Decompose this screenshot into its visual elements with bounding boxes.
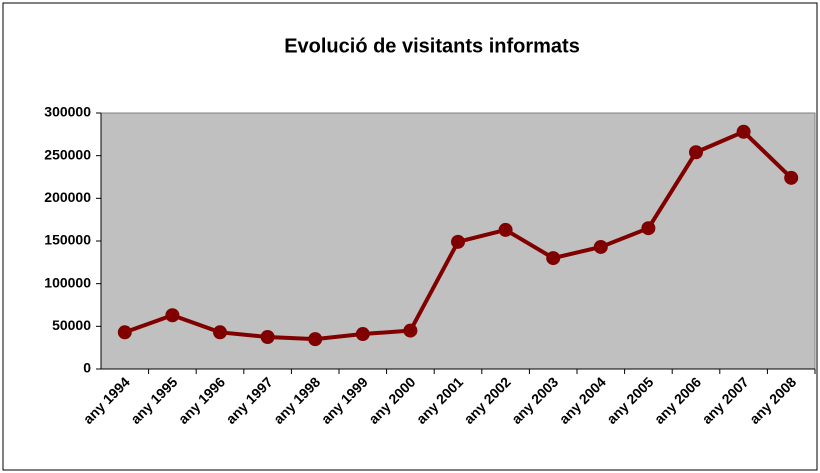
marker <box>736 124 751 139</box>
chart-title: Evolució de visitants informats <box>284 35 580 57</box>
y-tick-label: 0 <box>83 360 91 376</box>
y-tick-label: 300000 <box>44 104 91 120</box>
marker <box>260 330 275 344</box>
marker <box>689 145 703 160</box>
marker <box>498 222 513 237</box>
marker <box>593 239 608 254</box>
marker <box>546 251 561 266</box>
y-tick-label: 200000 <box>44 189 91 205</box>
y-tick-label: 250000 <box>44 146 91 162</box>
y-tick-label: 100000 <box>44 274 91 290</box>
marker <box>784 170 799 185</box>
y-tick-label: 150000 <box>44 232 91 248</box>
y-tick-label: 50000 <box>52 317 91 333</box>
marker <box>213 325 227 340</box>
marker <box>641 221 656 236</box>
marker <box>403 323 418 338</box>
marker <box>117 325 132 340</box>
marker <box>451 234 465 249</box>
marker <box>355 327 370 342</box>
marker <box>308 332 323 347</box>
marker <box>165 308 180 323</box>
